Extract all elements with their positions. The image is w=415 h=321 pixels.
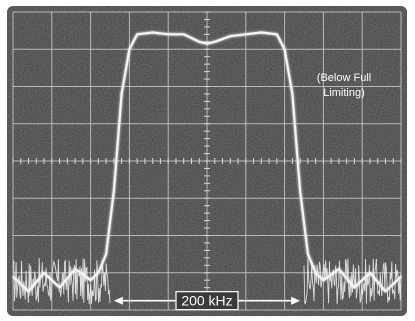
- spectrum-trace: [12, 31, 402, 293]
- bandwidth-label: 200 kHz: [181, 293, 232, 309]
- annotation-limiting: Limiting): [323, 87, 365, 99]
- bandwidth-label-box: [175, 291, 239, 311]
- noise-trace: [12, 257, 111, 305]
- bandwidth-arrowhead-right: [291, 296, 301, 305]
- annotation-below-full: (Below Full: [317, 72, 371, 84]
- bandwidth-marker: 200 kHz: [113, 291, 301, 311]
- bandwidth-arrowhead-left: [113, 296, 123, 305]
- annotation-below-full-limiting: (Below Full Limiting): [317, 72, 371, 99]
- graticule-ticks: [12, 11, 402, 311]
